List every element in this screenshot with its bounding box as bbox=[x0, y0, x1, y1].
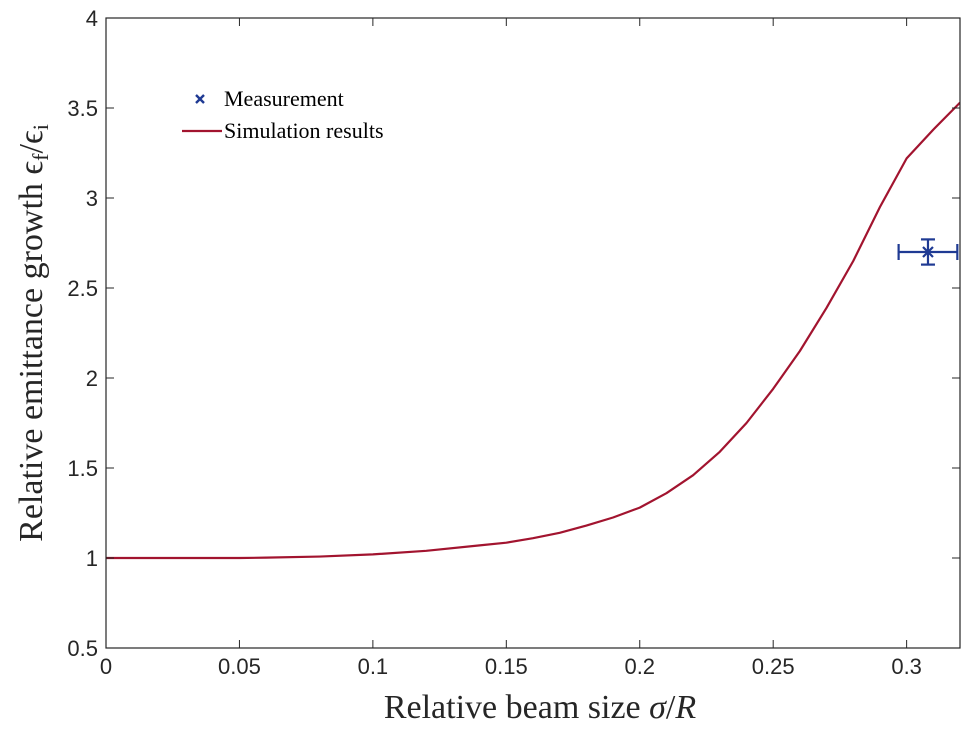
legend-simulation-label: Simulation results bbox=[224, 118, 384, 143]
ticks-group: 0 0.05 0.1 0.15 0.2 0.25 0.3 0.5 1 1.5 2 2.5 3 3.5 4 bbox=[67, 6, 960, 679]
y-tick-label: 1 bbox=[86, 546, 98, 571]
y-tick-label: 1.5 bbox=[67, 456, 98, 481]
y-axis-label: Relative emittance growth ϵf/ϵi bbox=[13, 124, 53, 542]
x-tick-label: 0.1 bbox=[358, 654, 389, 679]
y-tick-label: 3.5 bbox=[67, 96, 98, 121]
x-tick-label: 0.3 bbox=[891, 654, 922, 679]
plot-background bbox=[106, 18, 960, 648]
measurement-errorbar bbox=[897, 238, 959, 266]
y-tick-label: 2.5 bbox=[67, 276, 98, 301]
legend-measurement-marker bbox=[195, 94, 205, 104]
y-tick-label: 0.5 bbox=[67, 636, 98, 661]
x-tick-label: 0.2 bbox=[624, 654, 655, 679]
plot-frame bbox=[105, 17, 961, 649]
x-tick-label: 0.05 bbox=[218, 654, 261, 679]
plot-area bbox=[106, 101, 960, 560]
legend-measurement-label: Measurement bbox=[224, 86, 344, 111]
x-tick-label: 0.15 bbox=[485, 654, 528, 679]
y-tick-label: 3 bbox=[86, 186, 98, 211]
measurement-marker bbox=[922, 246, 934, 258]
legend: Measurement Simulation results bbox=[182, 86, 384, 143]
x-axis-label: Relative beam size σ/R bbox=[384, 689, 697, 726]
y-tick-label: 2 bbox=[86, 366, 98, 391]
y-tick-label: 4 bbox=[86, 6, 98, 31]
x-tick-label: 0.25 bbox=[752, 654, 795, 679]
simulation-line bbox=[106, 101, 960, 560]
x-tick-label: 0 bbox=[100, 654, 112, 679]
